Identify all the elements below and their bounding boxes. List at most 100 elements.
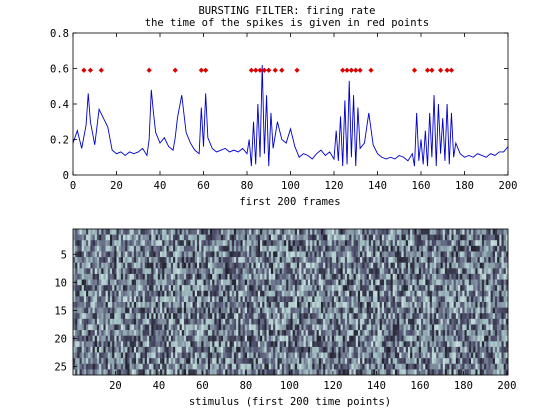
heatmap-cell	[210, 279, 213, 286]
heatmap-cell	[244, 307, 248, 314]
heatmap-cell	[190, 358, 193, 365]
heatmap-cell	[94, 279, 98, 286]
heatmap-cell	[462, 341, 465, 348]
spike-point	[340, 67, 346, 73]
heatmap-cell	[90, 245, 93, 252]
heatmap-cell	[486, 268, 489, 275]
heatmap-cell	[155, 358, 159, 365]
heatmap-cell	[162, 285, 165, 292]
heatmap-cell	[283, 363, 287, 370]
heatmap-cell	[247, 346, 250, 353]
heatmap-cell	[360, 240, 363, 247]
heatmap-cell	[260, 330, 263, 336]
heatmap-cell	[90, 257, 93, 263]
heatmap-cell	[79, 285, 82, 292]
heatmap-cell	[490, 290, 494, 297]
heatmap-cell	[384, 313, 387, 320]
heatmap-cell	[270, 341, 274, 348]
heatmap-cell	[238, 318, 241, 325]
heatmap-cell	[142, 358, 146, 365]
heatmap-cell	[442, 245, 446, 252]
heatmap-cell	[264, 307, 267, 314]
heatmap-cell	[473, 335, 476, 342]
heatmap-cell	[499, 296, 502, 303]
heatmap-cell	[373, 273, 376, 280]
heatmap-cell	[349, 229, 352, 235]
heatmap-cell	[244, 313, 248, 320]
heatmap-cell	[86, 251, 89, 258]
heatmap-cell	[279, 302, 283, 308]
heatmap-cell	[462, 229, 465, 235]
heatmap-cell	[149, 279, 152, 286]
heatmap-cell	[329, 352, 333, 359]
heatmap-cell	[216, 346, 219, 353]
heatmap-cell	[260, 318, 263, 325]
heatmap-cell	[253, 290, 256, 297]
heatmap-cell	[447, 330, 450, 336]
heatmap-cell	[336, 251, 339, 258]
heatmap-cell	[136, 324, 139, 331]
x-tick-label: 140	[368, 180, 387, 192]
heatmap-cell	[431, 285, 435, 292]
heatmap-cell	[453, 302, 457, 308]
heatmap-cell	[207, 285, 211, 292]
heatmap-cell	[366, 302, 370, 308]
heatmap-cell	[94, 285, 98, 292]
heatmap-cell	[88, 363, 91, 370]
heatmap-cell	[492, 307, 496, 314]
heatmap-cell	[83, 335, 87, 342]
heatmap-cell	[183, 245, 187, 252]
heatmap-cell	[407, 262, 411, 269]
heatmap-cell	[120, 324, 124, 331]
heatmap-cell	[157, 279, 161, 286]
heatmap-cell	[77, 341, 80, 348]
heatmap-cell	[212, 341, 215, 348]
heatmap-cell	[281, 273, 285, 280]
heatmap-cell	[77, 262, 80, 269]
heatmap-cell	[381, 358, 385, 365]
heatmap-cell	[257, 330, 261, 336]
heatmap-cell	[268, 330, 272, 336]
heatmap-cell	[320, 273, 324, 280]
heatmap-cell	[327, 296, 330, 303]
heatmap-cell	[451, 251, 454, 258]
heatmap-cell	[114, 313, 117, 320]
heatmap-cell	[447, 229, 450, 235]
heatmap-cell	[101, 335, 104, 342]
heatmap-cell	[181, 245, 185, 252]
heatmap-cell	[505, 262, 509, 269]
heatmap-cell	[94, 302, 98, 308]
heatmap-cell	[503, 330, 507, 336]
heatmap-cell	[281, 363, 285, 370]
heatmap-cell	[75, 330, 78, 336]
heatmap-cell	[349, 251, 352, 258]
heatmap-cell	[79, 341, 82, 348]
heatmap-cell	[351, 346, 354, 353]
heatmap-cell	[449, 318, 452, 325]
heatmap-cell	[410, 352, 413, 359]
heatmap-cell	[275, 234, 278, 241]
heatmap-cell	[351, 240, 354, 247]
heatmap-cell	[414, 358, 417, 365]
heatmap-cell	[136, 245, 139, 252]
heatmap-cell	[142, 273, 146, 280]
heatmap-cell	[231, 358, 235, 365]
heatmap-cell	[81, 240, 85, 247]
heatmap-cell	[344, 346, 348, 353]
heatmap-cell	[275, 229, 278, 235]
heatmap-cell	[186, 262, 189, 269]
heatmap-cell	[138, 318, 141, 325]
heatmap-cell	[138, 273, 141, 280]
heatmap-cell	[286, 273, 289, 280]
heatmap-cell	[247, 296, 250, 303]
heatmap-cell	[431, 257, 435, 263]
heatmap-cell	[249, 358, 252, 365]
heatmap-cell	[423, 313, 426, 320]
heatmap-cell	[179, 234, 182, 241]
heatmap-cell	[105, 229, 109, 235]
heatmap-cell	[403, 307, 407, 314]
heatmap-cell	[157, 285, 161, 292]
heatmap-cell	[449, 341, 452, 348]
heatmap-cell	[355, 257, 359, 263]
heatmap-cell	[116, 307, 119, 314]
